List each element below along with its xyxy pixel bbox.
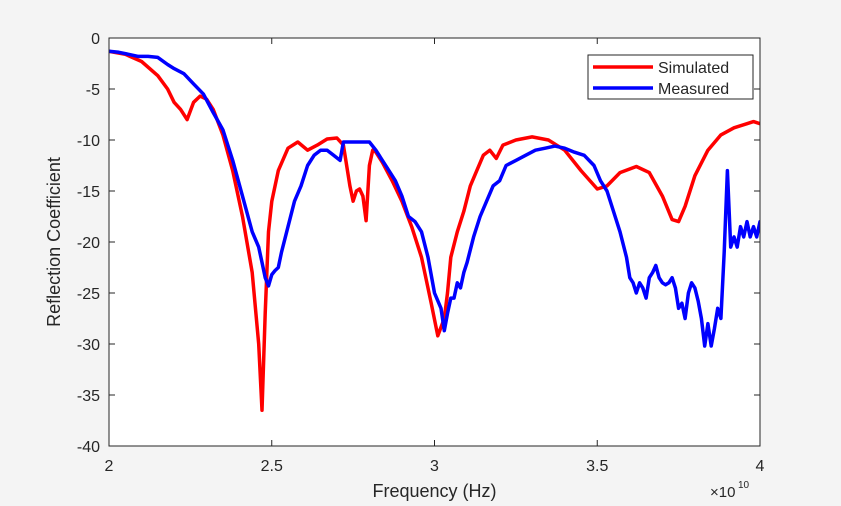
y-tick-label: -15 xyxy=(77,184,100,201)
y-tick-label: -20 xyxy=(77,235,100,252)
y-axis-ticks: 0 -5 -10 -15 -20 -25 -30 -35 -40 xyxy=(77,31,760,456)
x-tick-label: 2 xyxy=(105,458,114,475)
series-layer xyxy=(109,49,760,413)
legend-label-simulated: Simulated xyxy=(658,60,729,77)
y-tick-label: -10 xyxy=(77,133,100,150)
x-tick-label: 2.5 xyxy=(261,458,283,475)
x-axis-label: Frequency (Hz) xyxy=(372,481,496,501)
y-axis-label: Reflection Coefficient xyxy=(44,157,64,327)
x-exponent-label: ×10 10 xyxy=(710,480,750,501)
x-exponent-power: 10 xyxy=(738,480,750,491)
legend-box xyxy=(587,54,754,100)
y-tick-label: -30 xyxy=(77,337,100,354)
plot-area[interactable] xyxy=(109,38,760,446)
x-tick-label: 3.5 xyxy=(586,458,608,475)
series-line-measured[interactable] xyxy=(109,49,760,348)
x-exponent-base: ×10 xyxy=(710,484,735,501)
y-tick-label: 0 xyxy=(91,31,100,48)
y-tick-label: -25 xyxy=(77,286,100,303)
x-tick-label: 4 xyxy=(756,458,765,475)
legend-label-measured: Measured xyxy=(658,81,729,98)
x-axis-ticks: 2 2.5 3 3.5 4 xyxy=(105,38,765,475)
y-tick-label: -40 xyxy=(77,439,100,456)
y-tick-label: -35 xyxy=(77,388,100,405)
legend[interactable]: Simulated Measured xyxy=(587,54,754,100)
x-tick-label: 3 xyxy=(430,458,439,475)
y-tick-label: -5 xyxy=(86,82,100,99)
